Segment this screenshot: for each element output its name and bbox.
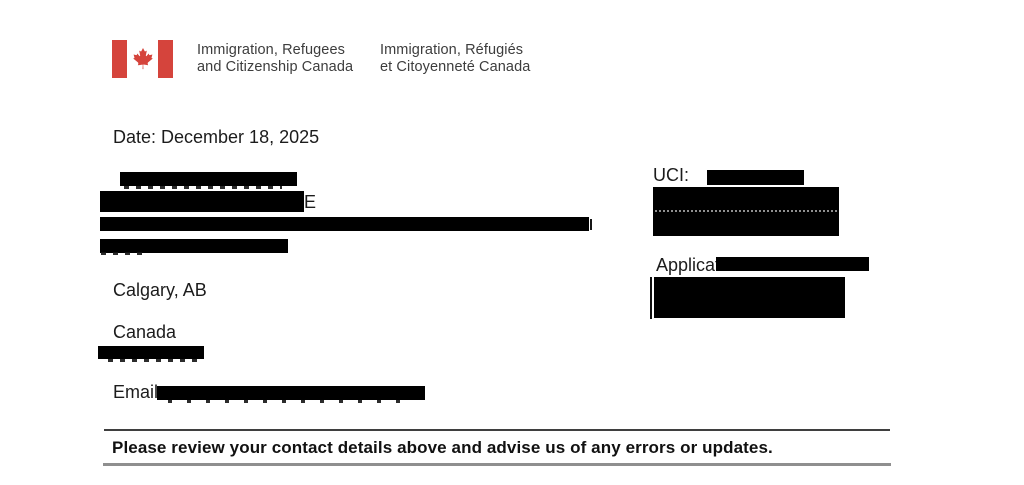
redaction-application-block xyxy=(654,277,845,318)
redacted-text-remnant xyxy=(101,252,145,255)
redacted-text-remnant xyxy=(590,219,592,230)
redacted-text-remnant xyxy=(124,186,282,189)
dept-name-english: Immigration, Refugees and Citizenship Ca… xyxy=(197,42,353,75)
redaction-uci-number xyxy=(707,170,804,185)
redacted-text-remnant xyxy=(108,359,200,362)
redaction-block-divider xyxy=(655,210,837,212)
redaction-email-address xyxy=(157,386,425,400)
dept-en-line1: Immigration, Refugees xyxy=(197,42,345,58)
uci-label: UCI: xyxy=(653,165,689,185)
dept-fr-line2: et Citoyenneté Canada xyxy=(380,58,531,75)
dept-name-french: Immigration, Réfugiés et Citoyenneté Can… xyxy=(380,42,530,75)
email-label: Email xyxy=(113,382,159,402)
flag-center-band xyxy=(127,40,158,78)
maple-leaf-icon xyxy=(132,47,153,69)
notice-text: Please review your contact details above… xyxy=(112,438,773,457)
flag-left-band xyxy=(112,40,127,78)
address-visible-letter: E xyxy=(304,192,317,212)
redaction-address-line-1 xyxy=(100,191,304,212)
notice-rule-top xyxy=(104,429,890,431)
table-cell-border xyxy=(650,277,652,319)
redaction-address-line-3 xyxy=(100,239,288,253)
redaction-address-line-2 xyxy=(100,217,589,231)
redaction-recipient-block xyxy=(653,187,839,236)
canada-flag-logo xyxy=(112,40,173,78)
dept-en-line2: and Citizenship Canada xyxy=(197,58,354,75)
redaction-recipient-name xyxy=(120,172,297,186)
country-line: Canada xyxy=(113,322,177,342)
dept-fr-line1: Immigration, Réfugiés xyxy=(380,42,524,58)
redacted-text-remnant xyxy=(168,400,410,403)
redaction-postal-code xyxy=(98,346,204,359)
redaction-application-number xyxy=(716,257,869,271)
city-line: Calgary, AB xyxy=(113,280,207,300)
flag-right-band xyxy=(158,40,173,78)
date-line: Date: December 18, 2025 xyxy=(113,127,320,147)
notice-rule-bottom xyxy=(103,463,891,466)
